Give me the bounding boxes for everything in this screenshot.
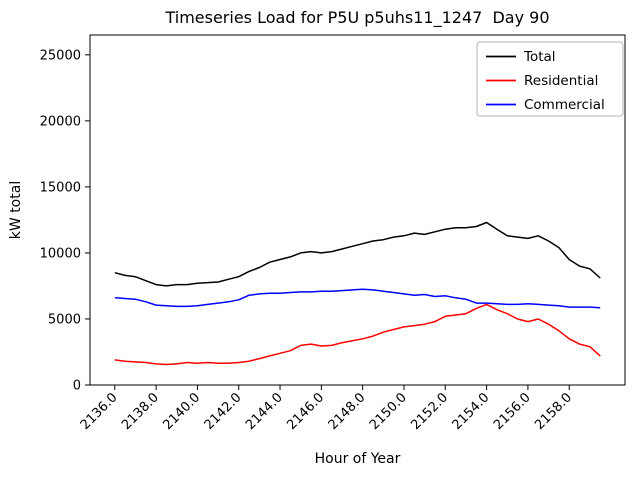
x-tick-label: 2146.0 (284, 390, 327, 433)
y-axis-ticks: 0 5000 10000 15000 20000 25000 (40, 48, 90, 394)
legend-frame (476, 41, 624, 117)
plot-border (89, 34, 626, 386)
x-tick-label: 2156.0 (491, 390, 534, 433)
series-lines (114, 221, 601, 366)
y-tick-label: 15000 (40, 180, 81, 195)
x-axis-ticks: 2136.02138.02140.02142.02144.02146.02148… (78, 385, 575, 433)
x-axis-label: Hour of Year (315, 451, 401, 467)
x-tick-label: 2154.0 (450, 390, 493, 433)
legend-label-residential: Residential (524, 73, 598, 89)
x-tick-label: 2158.0 (532, 390, 575, 433)
y-tick-label: 25000 (40, 48, 81, 63)
x-tick-label: 2138.0 (119, 390, 162, 433)
y-tick-label: 20000 (40, 114, 81, 129)
series-line-residential (114, 303, 601, 366)
series-line-commercial (114, 288, 601, 309)
chart-title: Timeseries Load for P5U p5uhs11_1247 Day… (164, 8, 549, 28)
legend: Total Residential Commercial (476, 41, 624, 117)
legend-label-total: Total (523, 49, 556, 65)
y-tick-label: 5000 (48, 312, 81, 327)
x-tick-label: 2148.0 (326, 390, 369, 433)
y-tick-label: 0 (73, 379, 81, 394)
x-tick-label: 2140.0 (160, 390, 203, 433)
series-line-total (114, 221, 601, 287)
y-axis-label: kW total (8, 181, 24, 239)
x-tick-label: 2142.0 (202, 390, 245, 433)
x-tick-label: 2152.0 (408, 390, 451, 433)
legend-label-commercial: Commercial (524, 97, 605, 113)
x-tick-label: 2136.0 (78, 390, 121, 433)
x-tick-label: 2150.0 (367, 390, 410, 433)
x-tick-label: 2144.0 (243, 390, 286, 433)
y-tick-label: 10000 (40, 246, 81, 261)
